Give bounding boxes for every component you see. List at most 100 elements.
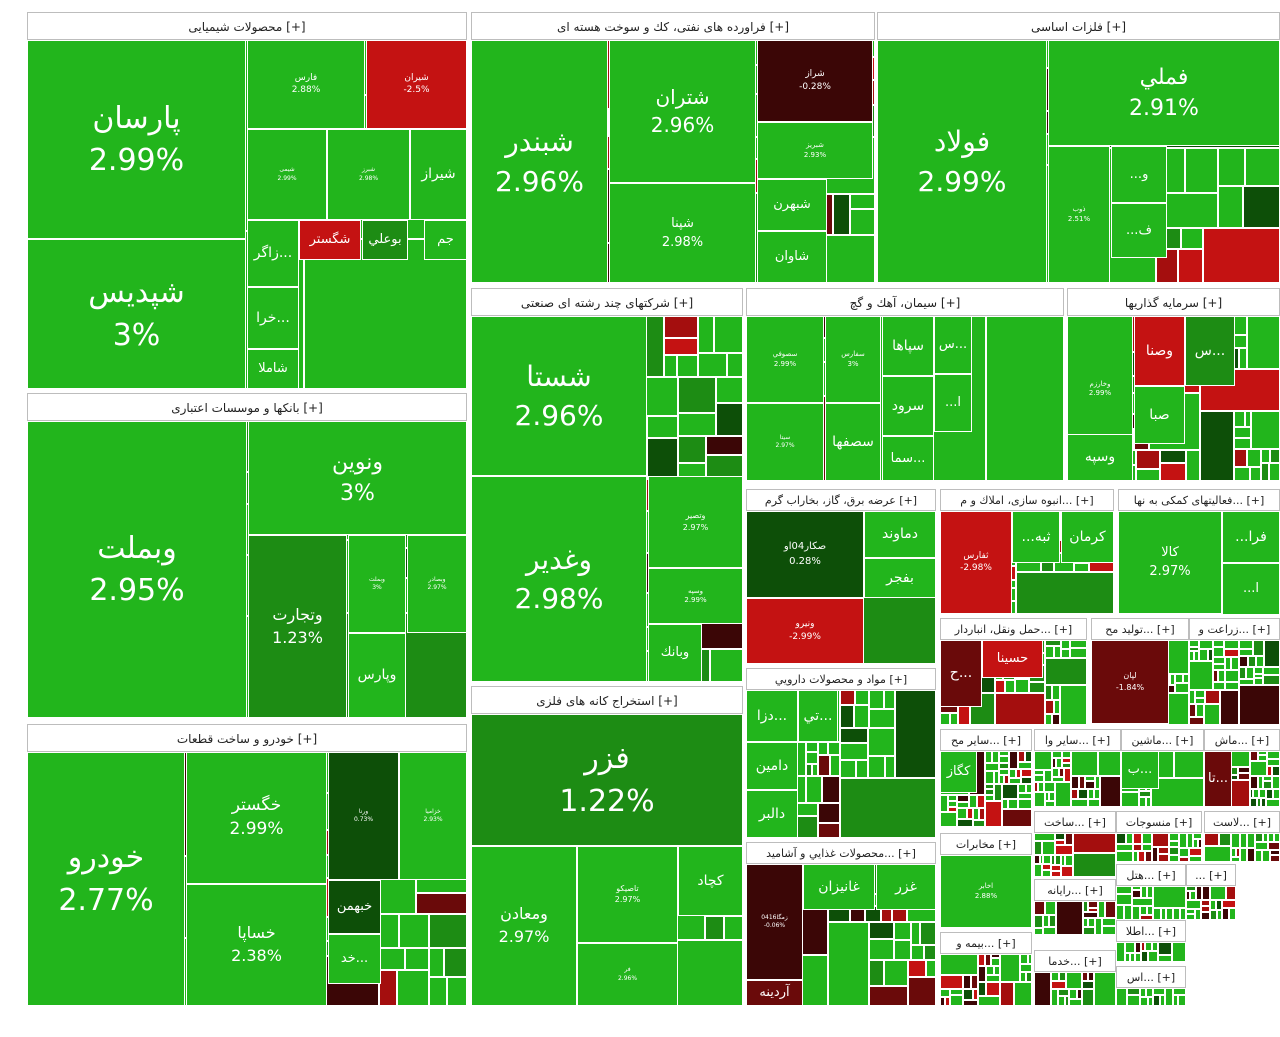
stock-tile[interactable] bbox=[1193, 839, 1198, 848]
stock-tile[interactable]: دامين bbox=[746, 742, 798, 790]
stock-tile[interactable] bbox=[1245, 411, 1251, 427]
stock-tile[interactable] bbox=[985, 795, 994, 801]
stock-tile[interactable] bbox=[1231, 857, 1240, 862]
stock-tile[interactable] bbox=[1239, 348, 1247, 369]
stock-tile[interactable]: حسينا bbox=[982, 640, 1043, 678]
stock-tile[interactable] bbox=[379, 970, 397, 1006]
stock-tile[interactable] bbox=[1174, 751, 1204, 778]
stock-tile[interactable] bbox=[1251, 411, 1280, 449]
stock-tile[interactable] bbox=[1098, 901, 1105, 918]
stock-tile[interactable] bbox=[1256, 656, 1264, 667]
stock-tile[interactable] bbox=[1088, 972, 1094, 981]
stock-tile[interactable] bbox=[1152, 942, 1158, 951]
stock-tile[interactable] bbox=[1254, 674, 1263, 678]
stock-tile[interactable] bbox=[868, 728, 895, 756]
stock-tile[interactable] bbox=[1077, 989, 1082, 999]
stock-tile[interactable]: ذوب 2.51% bbox=[1048, 146, 1110, 283]
stock-tile[interactable] bbox=[1045, 685, 1052, 700]
stock-tile[interactable] bbox=[1116, 886, 1132, 894]
stock-tile[interactable] bbox=[1170, 674, 1175, 685]
stock-tile[interactable] bbox=[940, 812, 957, 827]
stock-tile[interactable] bbox=[1002, 784, 1018, 799]
stock-tile[interactable] bbox=[1020, 964, 1032, 972]
stock-tile[interactable] bbox=[884, 690, 895, 709]
stock-tile[interactable] bbox=[894, 922, 911, 940]
stock-tile[interactable] bbox=[1018, 784, 1026, 793]
stock-tile[interactable]: كالا 2.97% bbox=[1118, 511, 1222, 614]
stock-tile[interactable]: سپاها bbox=[882, 316, 934, 376]
stock-tile[interactable] bbox=[1236, 848, 1240, 857]
stock-tile[interactable] bbox=[894, 940, 911, 960]
stock-tile[interactable] bbox=[1135, 953, 1141, 962]
stock-tile[interactable] bbox=[1082, 981, 1094, 989]
stock-tile[interactable] bbox=[1152, 847, 1158, 862]
stock-tile[interactable] bbox=[1161, 908, 1166, 920]
stock-tile[interactable] bbox=[1186, 909, 1195, 914]
stock-tile[interactable]: وسپه bbox=[1067, 434, 1133, 481]
stock-tile[interactable] bbox=[958, 705, 970, 725]
stock-tile[interactable]: ...فرا bbox=[1222, 511, 1280, 563]
stock-tile[interactable]: شپنا 2.98% bbox=[609, 183, 756, 283]
stock-tile[interactable] bbox=[985, 954, 991, 966]
stock-tile[interactable]: خساپا 2.38% bbox=[186, 884, 327, 1006]
stock-tile[interactable] bbox=[1116, 942, 1125, 962]
stock-tile[interactable] bbox=[854, 705, 869, 728]
stock-tile[interactable]: ب... bbox=[1121, 751, 1159, 789]
stock-tile[interactable] bbox=[1160, 463, 1186, 481]
stock-tile[interactable]: وبانك bbox=[648, 624, 702, 682]
stock-tile[interactable] bbox=[1018, 751, 1025, 762]
stock-tile[interactable]: شستا 2.96% bbox=[471, 316, 647, 476]
sector-header[interactable]: استخراج كانه های فلزی [+] bbox=[471, 686, 743, 714]
stock-tile[interactable] bbox=[1216, 900, 1222, 910]
stock-tile[interactable] bbox=[1181, 228, 1203, 249]
stock-tile[interactable] bbox=[812, 764, 818, 776]
stock-tile[interactable]: وبملت 3% bbox=[348, 535, 406, 633]
stock-tile[interactable]: ونيرو -2.99% bbox=[746, 598, 864, 664]
stock-tile[interactable] bbox=[1201, 906, 1210, 912]
stock-tile[interactable] bbox=[1034, 915, 1043, 928]
stock-tile[interactable] bbox=[1186, 886, 1196, 891]
stock-tile[interactable] bbox=[940, 954, 978, 975]
stock-tile[interactable] bbox=[1051, 865, 1061, 871]
stock-tile[interactable] bbox=[1246, 667, 1254, 679]
stock-tile[interactable]: دزا... bbox=[746, 690, 798, 742]
stock-tile[interactable] bbox=[1253, 789, 1259, 798]
stock-tile[interactable] bbox=[1187, 833, 1193, 848]
stock-tile[interactable] bbox=[1263, 667, 1280, 675]
stock-tile[interactable] bbox=[705, 916, 724, 940]
stock-tile[interactable] bbox=[1193, 833, 1202, 839]
stock-tile[interactable] bbox=[1240, 848, 1247, 862]
stock-tile[interactable] bbox=[994, 771, 999, 784]
stock-tile[interactable] bbox=[1169, 833, 1179, 841]
stock-tile[interactable] bbox=[1158, 955, 1172, 962]
stock-tile[interactable]: تا... bbox=[1204, 751, 1232, 807]
stock-tile[interactable] bbox=[1073, 853, 1116, 877]
stock-tile[interactable] bbox=[920, 922, 936, 945]
stock-tile[interactable] bbox=[1141, 942, 1145, 951]
stock-tile[interactable] bbox=[1169, 855, 1179, 862]
stock-tile[interactable] bbox=[1126, 833, 1133, 844]
stock-tile[interactable]: سصفها bbox=[825, 403, 881, 481]
stock-tile[interactable] bbox=[911, 945, 924, 960]
stock-tile[interactable] bbox=[806, 752, 818, 764]
stock-tile[interactable] bbox=[1136, 450, 1160, 469]
stock-tile[interactable] bbox=[1100, 776, 1121, 807]
stock-tile[interactable]: خگستر 2.99% bbox=[186, 752, 327, 884]
stock-tile[interactable] bbox=[1208, 649, 1213, 661]
stock-tile[interactable]: شیمی 2.99% bbox=[247, 129, 327, 220]
stock-tile[interactable] bbox=[1140, 915, 1153, 920]
stock-tile[interactable] bbox=[1139, 797, 1146, 807]
stock-tile[interactable] bbox=[1034, 841, 1042, 855]
stock-tile[interactable] bbox=[978, 996, 1000, 1006]
stock-tile[interactable] bbox=[1132, 886, 1141, 890]
stock-tile[interactable] bbox=[1198, 839, 1202, 848]
stock-tile[interactable] bbox=[1020, 954, 1028, 964]
sector-header[interactable]: توليد مح... [+] bbox=[1091, 618, 1189, 640]
stock-tile[interactable]: فزر 1.22% bbox=[471, 714, 743, 846]
stock-tile[interactable] bbox=[1264, 640, 1280, 667]
stock-tile[interactable]: ثفارس -2.98% bbox=[940, 511, 1012, 614]
stock-tile[interactable] bbox=[885, 756, 895, 778]
stock-tile[interactable] bbox=[1083, 927, 1095, 935]
stock-tile[interactable]: وصنا bbox=[1134, 316, 1185, 386]
stock-tile[interactable] bbox=[1195, 909, 1201, 920]
